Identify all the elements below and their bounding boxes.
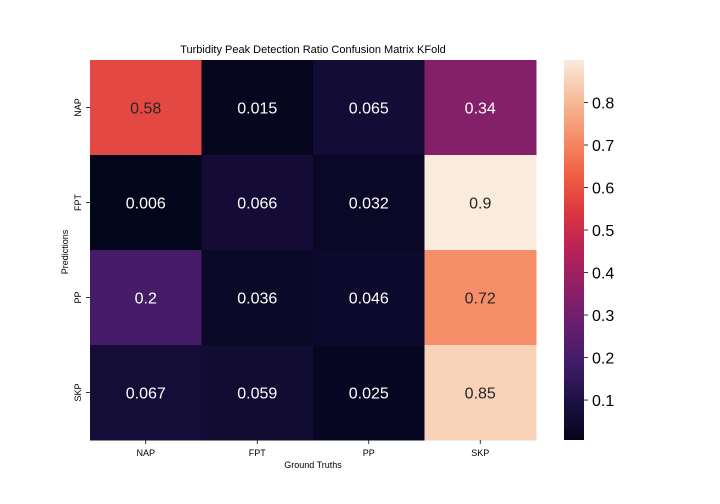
heatmap-cell	[313, 345, 425, 441]
heatmap-cell	[201, 155, 314, 251]
colorbar-tick-label: 0.4	[592, 266, 614, 283]
x-axis-label: Ground Truths	[284, 460, 342, 470]
colorbar-tick-label: 0.7	[592, 138, 614, 155]
y-tick-label: PP	[73, 291, 83, 303]
cell-value-label: 0.067	[126, 386, 166, 403]
x-tick-label: FPT	[249, 448, 267, 458]
heatmap-cell	[201, 60, 314, 156]
cell-value-label: 0.58	[130, 101, 161, 118]
cell-value-label: 0.025	[349, 386, 389, 403]
x-tick-label: NAP	[136, 448, 155, 458]
cell-value-label: 0.046	[349, 291, 389, 308]
y-tick-label: SKP	[73, 383, 83, 401]
heatmap-cell	[424, 155, 537, 251]
heatmap-cell	[313, 155, 425, 251]
cell-value-label: 0.34	[465, 101, 496, 118]
x-tick-label: PP	[363, 448, 375, 458]
cell-value-label: 0.006	[126, 196, 166, 213]
cell-value-label: 0.72	[465, 291, 496, 308]
cell-value-label: 0.059	[237, 386, 277, 403]
heatmap-cell	[201, 250, 314, 346]
x-tick-label: SKP	[471, 448, 489, 458]
heatmap-cell	[424, 60, 537, 156]
colorbar	[564, 60, 584, 440]
chart-title: Turbidity Peak Detection Ratio Confusion…	[180, 44, 446, 56]
cell-value-label: 0.9	[469, 196, 491, 213]
heatmap-cell	[90, 345, 202, 441]
heatmap-cell	[424, 345, 537, 441]
y-axis-ticks: NAP FPT PP SKP	[73, 98, 90, 402]
heatmap-cell	[313, 60, 425, 156]
colorbar-tick-label: 0.5	[592, 223, 614, 240]
heatmap-cell	[313, 250, 425, 346]
colorbar-tick-label: 0.8	[592, 96, 614, 113]
cell-value-label: 0.015	[237, 101, 277, 118]
cell-value-label: 0.065	[349, 101, 389, 118]
heatmap-cell	[424, 250, 537, 346]
heatmap-cell	[90, 60, 202, 156]
heatmap-cells	[90, 60, 537, 441]
colorbar-tick-label: 0.6	[592, 181, 614, 198]
y-tick-label: FPT	[73, 193, 83, 211]
colorbar-tick-label: 0.3	[592, 308, 614, 325]
heatmap-cell	[90, 250, 202, 346]
cell-value-label: 0.2	[135, 291, 157, 308]
cell-value-label: 0.036	[237, 291, 277, 308]
cell-value-label: 0.032	[349, 196, 389, 213]
cell-value-label: 0.066	[237, 196, 277, 213]
x-axis-ticks: NAP FPT PP SKP	[136, 440, 489, 458]
cell-value-label: 0.85	[465, 386, 496, 403]
y-axis-label: Predictions	[60, 229, 70, 274]
heatmap-cell	[90, 155, 202, 251]
heatmap-cell-labels: 0.58 0.015 0.065 0.34 0.006 0.066 0.032 0.9 0.2 0…	[126, 101, 496, 403]
colorbar-tick-label: 0.1	[592, 393, 614, 410]
colorbar-tick-label: 0.2	[592, 351, 614, 368]
y-tick-label: NAP	[73, 98, 83, 117]
heatmap-cell	[201, 345, 314, 441]
colorbar-ticks: 0.1 0.2 0.3 0.4 0.5 0.6 0.7 0.8	[584, 96, 614, 410]
